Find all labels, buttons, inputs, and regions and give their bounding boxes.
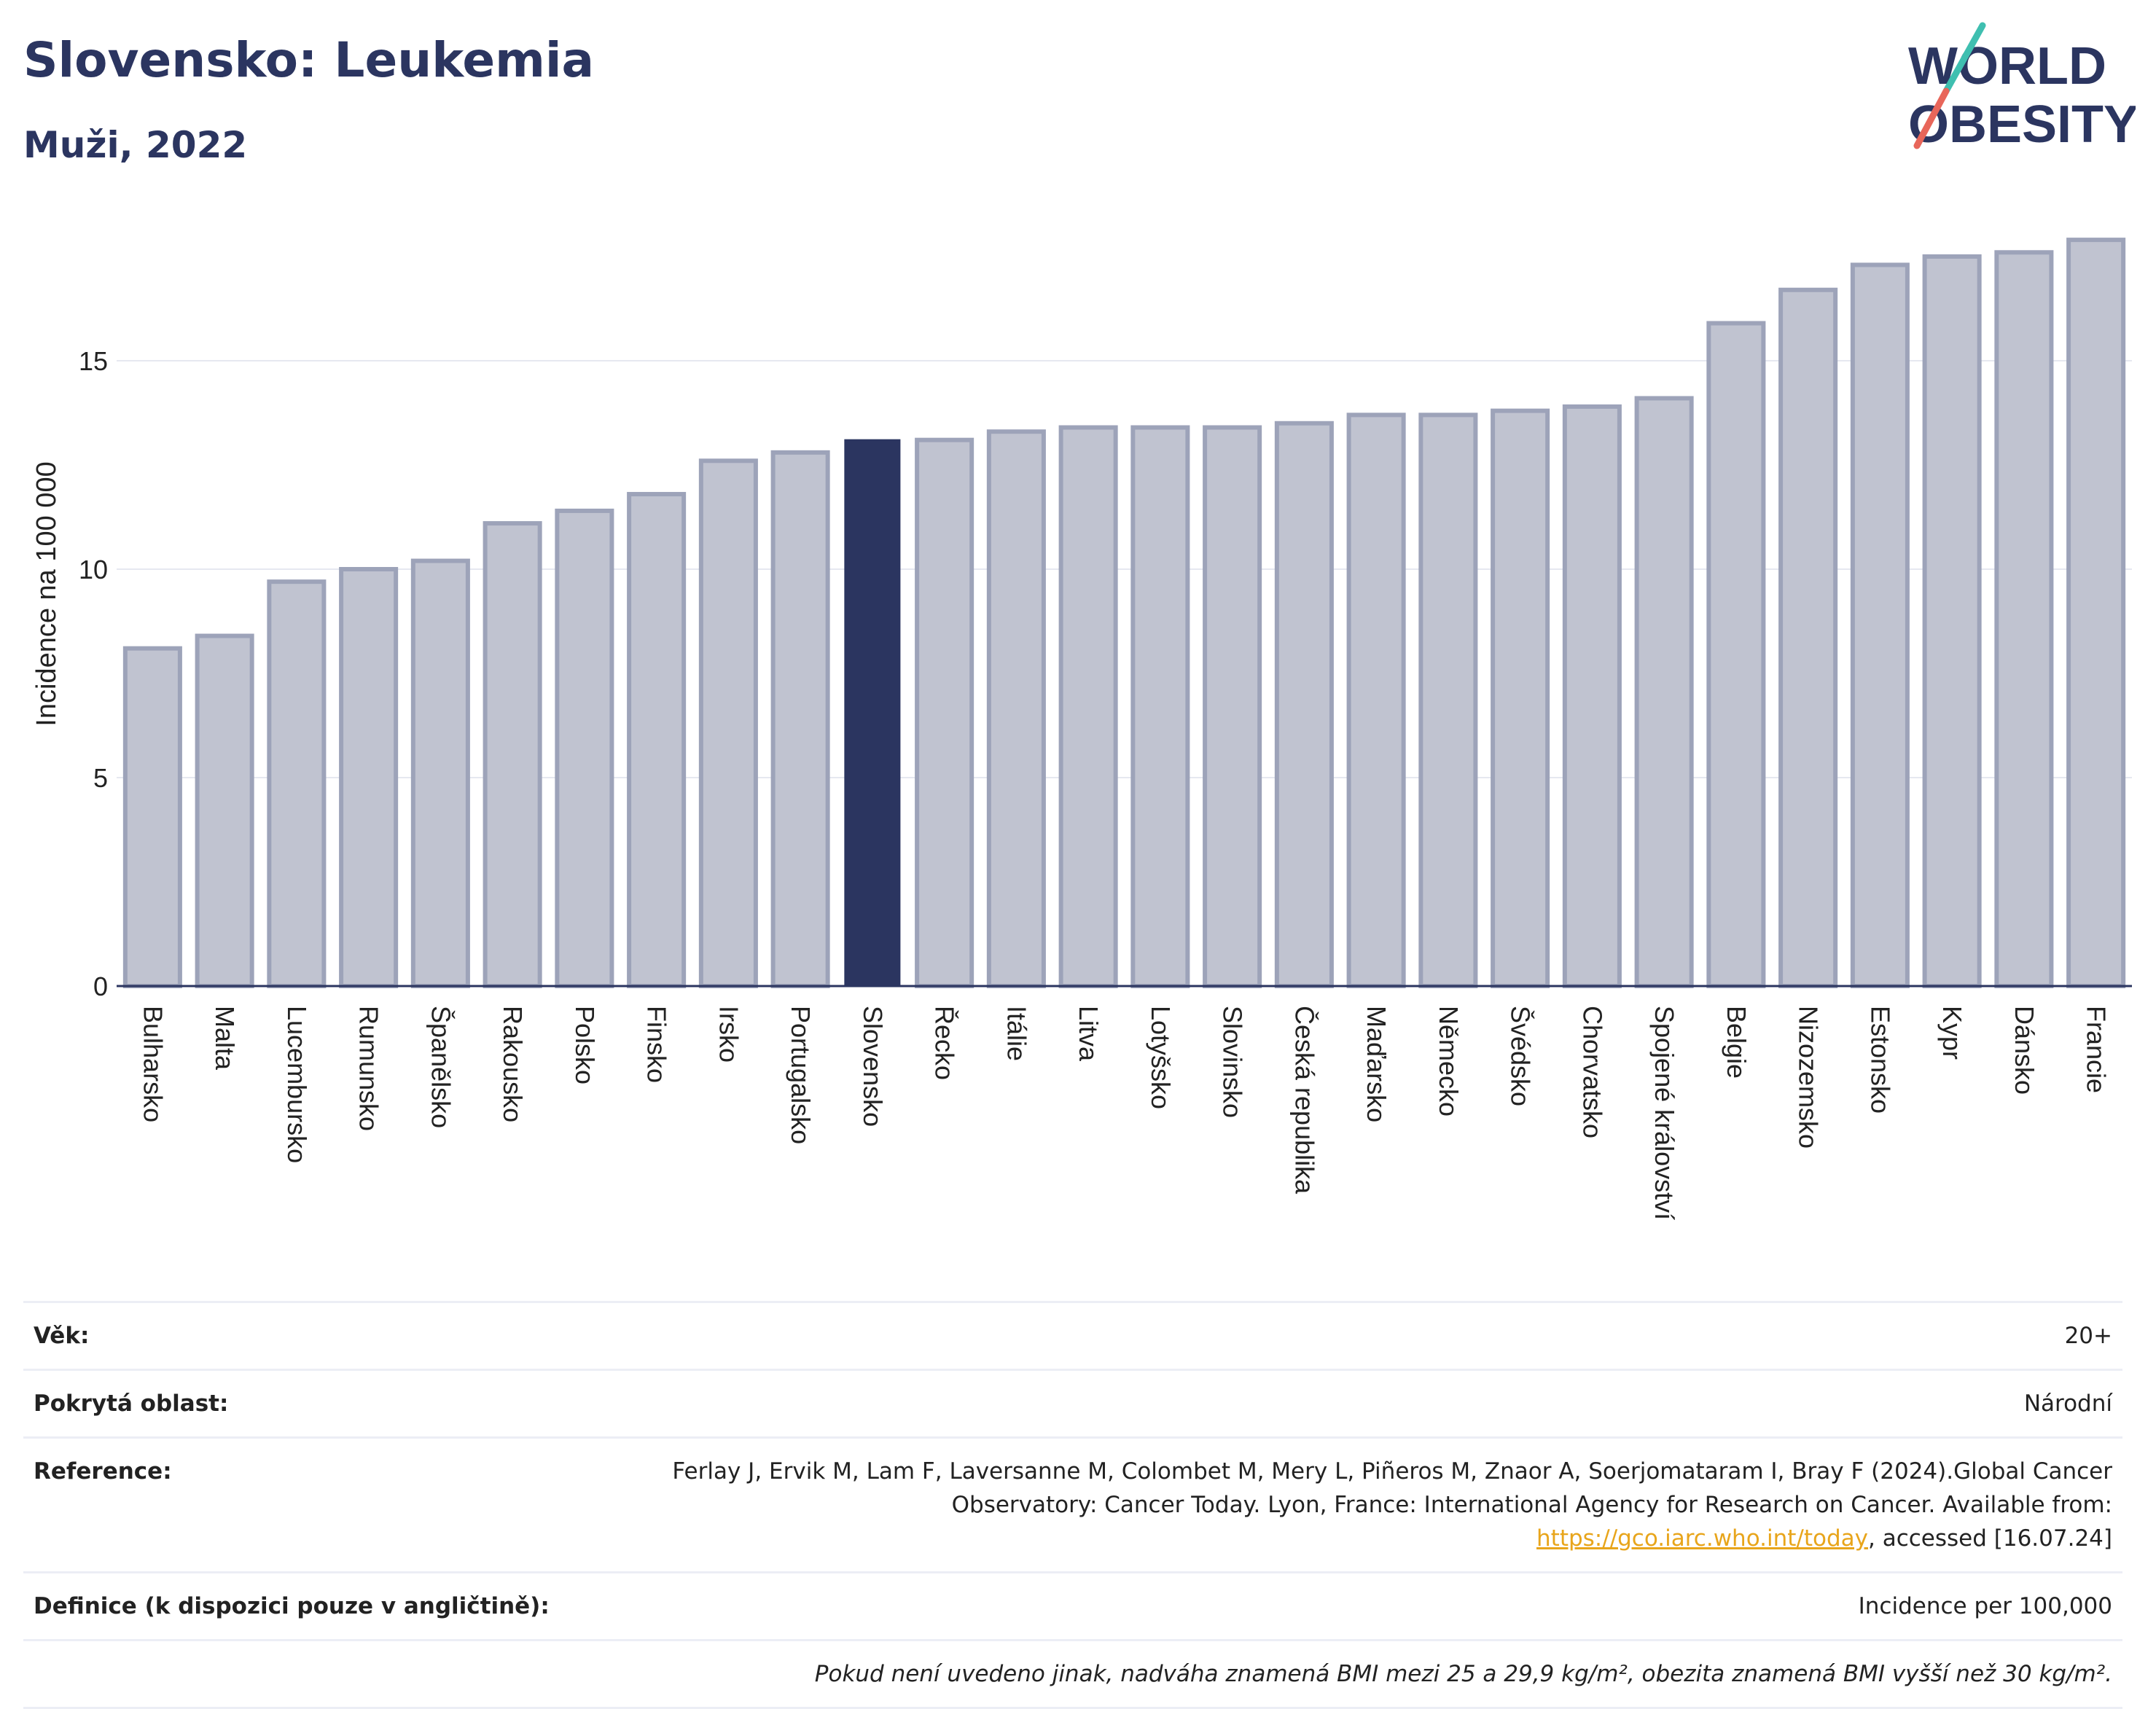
y-tick-label: 0	[93, 971, 108, 1001]
bar-lotyšsko	[1130, 425, 1190, 988]
bmi-note: Pokud není uvedeno jinak, nadváha znamen…	[814, 1661, 2112, 1687]
x-tick-label: Švédsko	[1506, 1006, 1536, 1106]
x-tick-label: Maďarsko	[1362, 1006, 1391, 1122]
x-tick-label: Itálie	[1001, 1006, 1031, 1061]
x-tick-label: Německo	[1434, 1006, 1464, 1116]
x-tick-label: Bulharsko	[138, 1006, 168, 1122]
bar-chorvatsko	[1562, 404, 1622, 988]
y-tick-label: 10	[79, 555, 108, 584]
x-tick-label: Spojené království	[1649, 1006, 1679, 1220]
bar-slovensko	[844, 439, 901, 987]
world-obesity-logo: WORLD OBESITY	[1908, 22, 2136, 154]
x-tick-label: Nizozemsko	[1794, 1006, 1824, 1149]
x-tick-label: Česká republika	[1289, 1006, 1319, 1194]
page-subtitle: Muži, 2022	[23, 124, 248, 166]
x-tick-label: Lucembursko	[282, 1006, 312, 1163]
bar-malta	[195, 633, 254, 989]
x-tick-label: Portugalsko	[786, 1006, 816, 1144]
bar-estonsko	[1850, 262, 1910, 988]
x-tick-label: Španělsko	[426, 1006, 456, 1128]
info-row-reference: Reference: Ferlay J, Ervik M, Lam F, Lav…	[23, 1436, 2122, 1571]
page-title: Slovensko: Leukemia	[23, 32, 595, 88]
x-tick-label: Polsko	[570, 1006, 600, 1084]
area-label: Pokrytá oblast:	[34, 1391, 229, 1417]
svg-text:WORLD: WORLD	[1908, 37, 2106, 95]
bar-spojené-království	[1634, 396, 1694, 988]
bar-litva	[1058, 425, 1118, 988]
bar-dánsko	[1994, 250, 2054, 988]
info-row-area: Pokrytá oblast: Národní	[23, 1369, 2122, 1436]
x-tick-label: Francie	[2082, 1006, 2112, 1093]
bar-polsko	[555, 508, 614, 988]
x-tick-label: Chorvatsko	[1577, 1006, 1607, 1138]
info-row-note: Pokud není uvedeno jinak, nadváha znamen…	[23, 1639, 2122, 1709]
x-tick-label: Malta	[210, 1006, 240, 1071]
reference-accessed: , accessed [16.07.24]	[1867, 1525, 2112, 1552]
bar-švédsko	[1491, 408, 1550, 988]
x-tick-label: Kypr	[1937, 1006, 1967, 1060]
bar-česká-republika	[1274, 421, 1334, 988]
bar-portugalsko	[770, 450, 830, 988]
bar-slovinsko	[1203, 425, 1262, 988]
x-tick-label: Slovinsko	[1218, 1006, 1248, 1118]
x-tick-label: Řecko	[930, 1006, 960, 1080]
reference-text: Ferlay J, Ervik M, Lam F, Laversanne M, …	[672, 1458, 2112, 1518]
bar-rumunsko	[339, 567, 399, 988]
y-axis-label: Incidence na 100 000	[31, 461, 62, 726]
age-value: 20+	[2064, 1323, 2112, 1349]
info-row-definition: Definice (k dispozici pouze v angličtině…	[23, 1571, 2122, 1639]
x-tick-label: Rumunsko	[354, 1006, 384, 1131]
bar-bulharsko	[122, 646, 182, 988]
bar-kypr	[1922, 254, 1982, 988]
y-tick-label: 15	[79, 346, 108, 376]
info-table: Věk: 20+ Pokrytá oblast: Národní Referen…	[23, 1301, 2122, 1709]
x-tick-label: Slovensko	[858, 1006, 888, 1127]
x-tick-label: Belgie	[1722, 1006, 1751, 1079]
age-label: Věk:	[34, 1323, 90, 1349]
bar-lucembursko	[267, 579, 327, 988]
bar-irsko	[698, 458, 758, 988]
x-tick-label: Dánsko	[2009, 1006, 2039, 1095]
y-tick-label: 5	[93, 763, 108, 793]
bar-nizozemsko	[1778, 287, 1838, 988]
x-tick-label: Lotyšsko	[1146, 1006, 1176, 1109]
x-tick-label: Rakousko	[498, 1006, 528, 1122]
x-tick-label: Litva	[1074, 1006, 1104, 1062]
bar-itálie	[986, 429, 1046, 988]
svg-text:OBESITY: OBESITY	[1908, 95, 2136, 154]
definition-label: Definice (k dispozici pouze v angličtině…	[34, 1593, 550, 1619]
reference-label: Reference:	[34, 1458, 172, 1485]
bar-španělsko	[410, 558, 470, 988]
info-row-age: Věk: 20+	[23, 1301, 2122, 1369]
bar-chart: 0 5 10 15 Bulharsko Malta Lucembursko Rumunsko…	[31, 238, 2132, 1220]
definition-value: Incidence per 100,000	[1858, 1593, 2112, 1619]
area-value: Národní	[2023, 1391, 2112, 1417]
x-tick-label: Estonsko	[1865, 1006, 1895, 1114]
reference-link[interactable]: https://gco.iarc.who.int/today	[1536, 1525, 1868, 1552]
bar-francie	[2066, 238, 2126, 988]
bar-německo	[1418, 412, 1478, 988]
bar-maďarsko	[1346, 412, 1406, 988]
bar-finsko	[627, 492, 687, 988]
reference-value: Ferlay J, Ervik M, Lam F, Laversanne M, …	[655, 1455, 2112, 1555]
bar-řecko	[915, 437, 975, 988]
bar-belgie	[1706, 321, 1766, 988]
bar-rakousko	[483, 521, 542, 988]
x-tick-label: Finsko	[642, 1006, 672, 1083]
x-tick-label: Irsko	[714, 1006, 743, 1063]
